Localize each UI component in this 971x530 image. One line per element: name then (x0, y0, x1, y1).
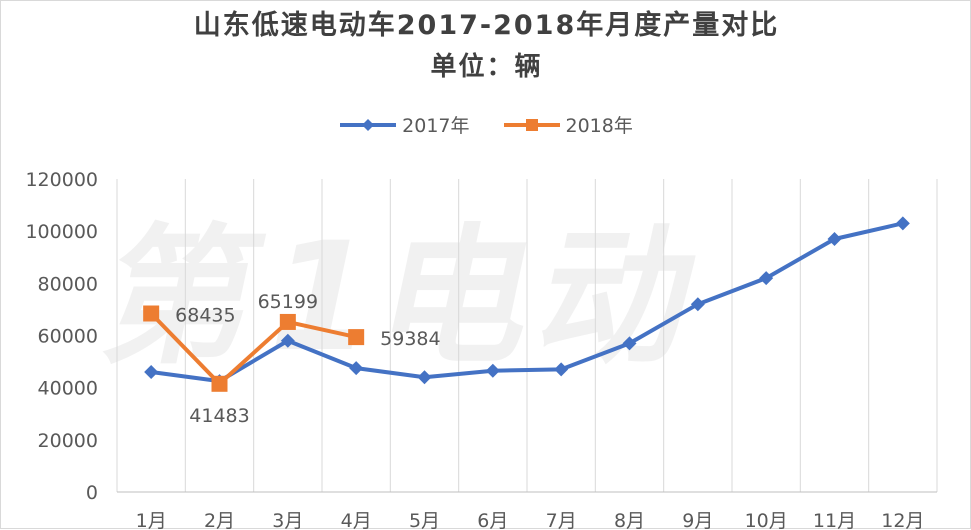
chart-subtitle: 单位：辆 (430, 52, 543, 82)
x-tick-label: 7月 (546, 510, 577, 530)
data-point-marker (211, 375, 228, 392)
legend-label-2017: 2017年 (402, 115, 470, 137)
x-tick-label: 1月 (136, 510, 167, 530)
x-tick-label: 6月 (477, 510, 508, 530)
series-line-0 (150, 221, 904, 384)
data-point-marker (895, 216, 910, 231)
data-label: 68435 (175, 304, 235, 326)
data-point-marker (622, 336, 637, 351)
x-tick-label: 3月 (272, 510, 303, 530)
y-tick-label: 20000 (38, 430, 98, 452)
y-tick-label: 0 (86, 482, 98, 504)
x-tick-label: 12月 (881, 510, 924, 530)
data-point-marker (280, 333, 295, 348)
data-point-marker (349, 361, 364, 376)
legend-label-2018: 2018年 (565, 115, 633, 137)
x-tick-label: 5月 (409, 510, 440, 530)
data-point-marker (417, 370, 432, 385)
data-label: 41483 (189, 405, 249, 427)
x-tick-label: 9月 (682, 510, 713, 530)
y-tick-label: 80000 (38, 273, 98, 295)
y-tick-label: 60000 (38, 326, 98, 348)
data-point-marker (485, 363, 500, 378)
data-label: 59384 (380, 328, 440, 350)
y-tick-label: 100000 (25, 221, 98, 243)
data-point-marker (554, 362, 569, 377)
y-tick-label: 120000 (25, 169, 98, 191)
series-line-1 (149, 312, 357, 386)
data-point-marker (827, 231, 842, 246)
chart-title: 山东低速电动车2017-2018年月度产量对比 (193, 10, 780, 41)
data-point-marker (279, 313, 296, 330)
legend-item-2018: 2018年 (503, 111, 633, 138)
data-point-marker (143, 305, 160, 322)
y-tick-label: 40000 (38, 378, 98, 400)
data-point-marker (759, 271, 774, 286)
legend-item-2017: 2017年 (340, 111, 470, 138)
x-tick-label: 11月 (813, 510, 856, 530)
chart-legend: 2017年 2018年 (1, 111, 971, 138)
data-label: 65199 (258, 291, 318, 313)
x-tick-label: 10月 (745, 510, 788, 530)
data-point-marker (690, 297, 705, 312)
x-tick-label: 8月 (614, 510, 645, 530)
legend-marker-2017 (340, 118, 397, 131)
data-point-marker (348, 329, 365, 346)
legend-marker-2018 (503, 118, 560, 131)
data-point-marker (144, 365, 159, 380)
x-tick-label: 2月 (204, 510, 235, 530)
x-tick-label: 4月 (341, 510, 372, 530)
